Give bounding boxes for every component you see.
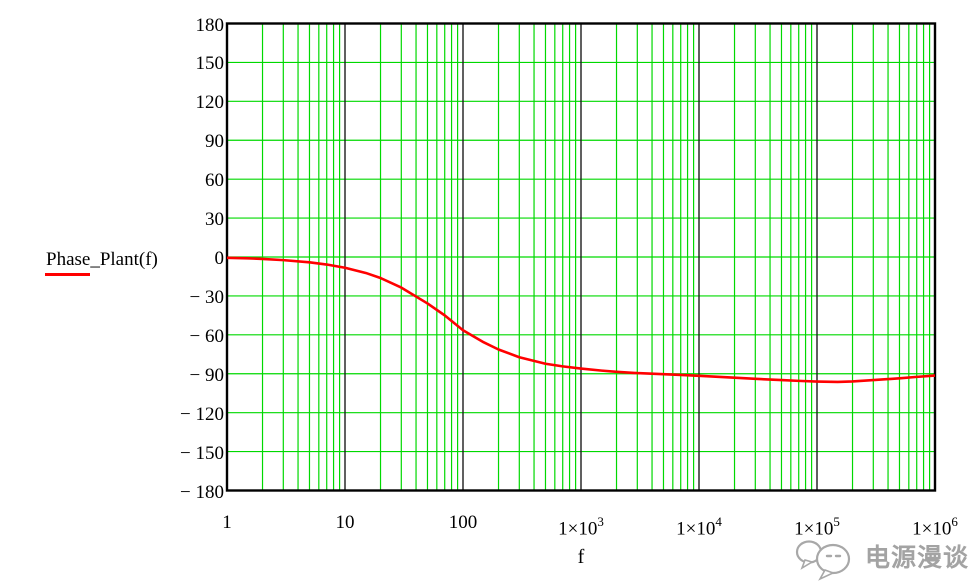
y-tick-label: − 120 bbox=[180, 403, 224, 425]
x-tick-label: 1×106 bbox=[912, 514, 958, 540]
x-tick-label: 1×103 bbox=[558, 514, 604, 540]
y-tick-label: 0 bbox=[214, 248, 225, 269]
y-tick-label: 60 bbox=[205, 170, 224, 192]
y-tick-label: − 30 bbox=[189, 286, 224, 308]
y-tick-label: − 150 bbox=[180, 442, 224, 464]
y-tick-label: − 60 bbox=[189, 325, 224, 347]
y-tick-label: 180 bbox=[195, 14, 225, 36]
y-tick-label: 30 bbox=[205, 209, 224, 231]
y-tick-label: 150 bbox=[195, 53, 225, 75]
plot-frame bbox=[225, 22, 937, 492]
phase-curve bbox=[226, 256, 936, 384]
y-tick-label: − 90 bbox=[189, 364, 224, 386]
x-tick-label: 1 bbox=[222, 512, 232, 533]
legend-trace-line-sample bbox=[45, 273, 90, 276]
x-tick-label: 1×105 bbox=[794, 514, 840, 540]
legend-trace-label: Phase_Plant(f) bbox=[46, 249, 158, 270]
x-axis-title: f bbox=[577, 546, 585, 568]
x-tick-label: 1×104 bbox=[676, 514, 722, 540]
y-tick-label: − 180 bbox=[180, 481, 224, 503]
y-tick-label: 90 bbox=[205, 131, 224, 153]
y-tick-label: 120 bbox=[195, 92, 225, 114]
x-tick-label: 10 bbox=[335, 512, 355, 533]
x-tick-label: 100 bbox=[448, 512, 478, 533]
